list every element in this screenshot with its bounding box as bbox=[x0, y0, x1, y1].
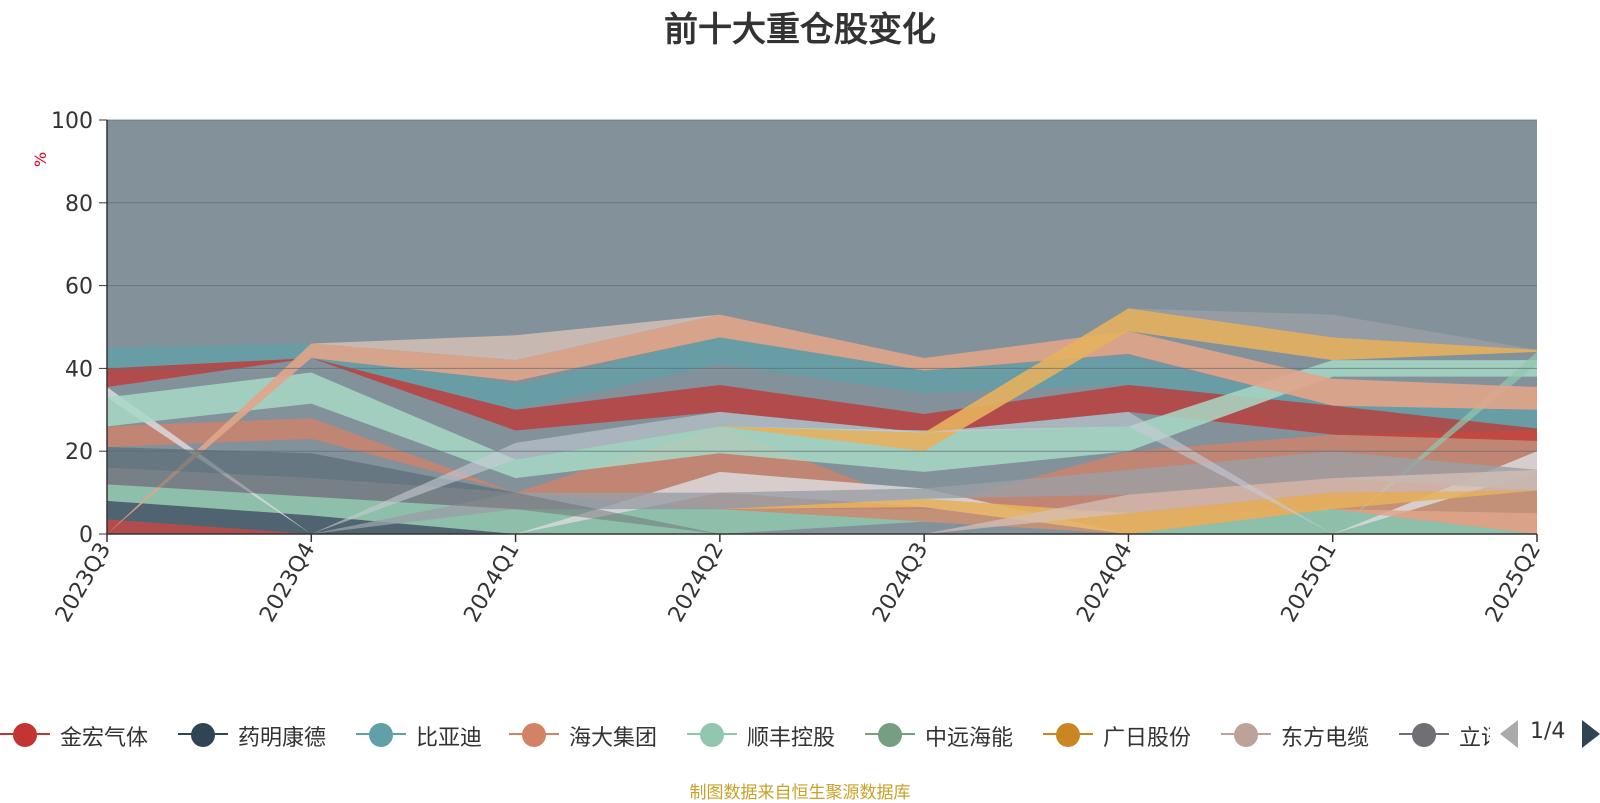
x-tick-label: 2024Q4 bbox=[1072, 539, 1137, 627]
legend-marker-icon bbox=[1412, 723, 1436, 747]
area-band-16 bbox=[107, 469, 1537, 534]
legend: 金宏气体 药明康德 比亚迪 海大集团 顺丰控股 中远海能 广日股份 东方电缆 立讯 bbox=[0, 716, 1490, 752]
legend-label: 药明康德 bbox=[238, 726, 327, 751]
legend-next-page-icon[interactable] bbox=[1582, 720, 1600, 748]
source-note: 制图数据来自恒生聚源数据库 bbox=[689, 783, 911, 803]
legend-marker-icon bbox=[700, 723, 724, 747]
area-band-10 bbox=[107, 314, 1537, 534]
legend-item[interactable]: 中远海能 bbox=[865, 716, 1043, 752]
legend-marker-icon bbox=[522, 723, 546, 747]
legend-item[interactable]: 金宏气体 bbox=[0, 716, 178, 752]
y-tick-label: 0 bbox=[79, 523, 93, 548]
x-tick-label: 2024Q2 bbox=[664, 539, 729, 627]
area-band-7 bbox=[107, 358, 1537, 441]
area-band-17 bbox=[107, 509, 1537, 534]
area-layers bbox=[107, 120, 1537, 534]
grid-lines bbox=[107, 119, 1537, 452]
legend-item[interactable]: 东方电缆 bbox=[1221, 716, 1399, 752]
y-tick-label: 80 bbox=[65, 192, 93, 217]
x-tick-label: 2025Q1 bbox=[1277, 539, 1342, 627]
area-band-8 bbox=[107, 360, 1537, 479]
x-tick-label: 2023Q3 bbox=[51, 539, 116, 627]
area-band-15 bbox=[107, 451, 1537, 534]
legend-item[interactable]: 药明康德 bbox=[178, 716, 356, 752]
area-band-20 bbox=[107, 411, 1537, 534]
chart-title: 前十大重仓股变化 bbox=[664, 10, 936, 50]
legend-item[interactable]: 立讯 bbox=[1399, 716, 1490, 752]
legend-label: 海大集团 bbox=[569, 726, 658, 751]
y-tick-label: 60 bbox=[65, 275, 93, 300]
legend-marker-icon bbox=[1234, 723, 1258, 747]
legend-label: 东方电缆 bbox=[1281, 726, 1370, 751]
area-band-1 bbox=[107, 519, 1537, 534]
legend-page-indicator: 1/4 bbox=[1530, 719, 1566, 744]
chart-plot: 0 20 40 60 80 100 2023Q3 2023Q4 2024Q1 2024Q2 2024… bbox=[51, 109, 1546, 627]
legend-label: 顺丰控股 bbox=[747, 726, 836, 751]
x-tick-label: 2025Q2 bbox=[1481, 539, 1546, 627]
area-band-18 bbox=[107, 447, 1537, 534]
legend-prev-page-icon[interactable] bbox=[1500, 720, 1518, 748]
legend-item[interactable]: 海大集团 bbox=[509, 716, 687, 752]
legend-label: 立讯 bbox=[1459, 726, 1490, 751]
legend-label: 广日股份 bbox=[1103, 726, 1192, 751]
legend-marker-icon bbox=[191, 723, 215, 747]
x-tick-label: 2024Q3 bbox=[868, 539, 933, 627]
y-tick-label: 40 bbox=[65, 357, 93, 382]
y-tick-label: 20 bbox=[65, 440, 93, 465]
legend-marker-icon bbox=[13, 723, 37, 747]
legend-item[interactable]: 比亚迪 bbox=[356, 716, 509, 752]
y-tick-label: 100 bbox=[51, 109, 93, 134]
legend-label: 比亚迪 bbox=[416, 726, 483, 751]
legend-marker-icon bbox=[878, 723, 902, 747]
legend-marker-icon bbox=[369, 723, 393, 747]
x-tick-label: 2023Q4 bbox=[255, 539, 320, 627]
legend-label: 中远海能 bbox=[925, 726, 1014, 751]
area-band-14 bbox=[107, 308, 1537, 534]
x-tick-label: 2024Q1 bbox=[459, 539, 524, 627]
legend-item[interactable]: 顺丰控股 bbox=[687, 716, 865, 752]
legend-label: 金宏气体 bbox=[60, 726, 149, 751]
legend-pager: 1/4 bbox=[1500, 716, 1600, 752]
area-band-13 bbox=[107, 490, 1537, 534]
legend-marker-icon bbox=[1056, 723, 1080, 747]
legend-item[interactable]: 广日股份 bbox=[1043, 716, 1221, 752]
